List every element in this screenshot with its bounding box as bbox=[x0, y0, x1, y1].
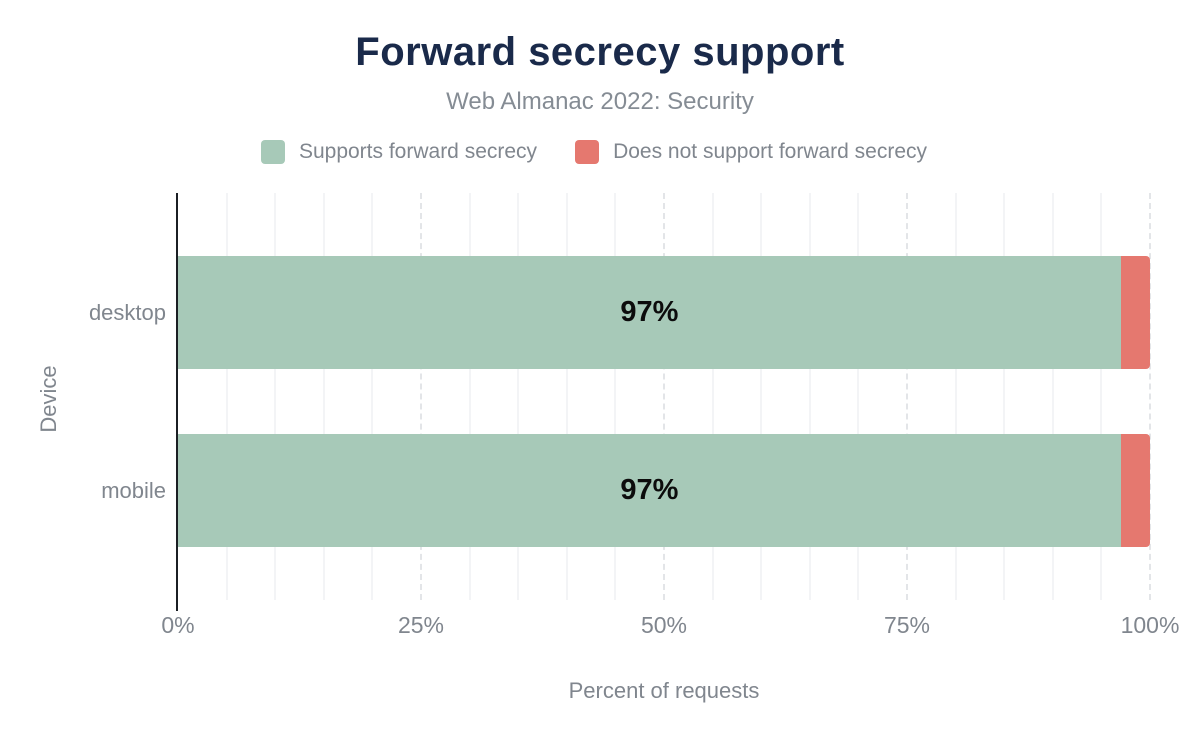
legend-item-label: Supports forward secrecy bbox=[298, 140, 538, 163]
legend-swatch-icon bbox=[575, 140, 600, 164]
gridline-major bbox=[663, 193, 665, 600]
gridline-minor bbox=[808, 193, 811, 600]
gridline-minor bbox=[371, 193, 374, 600]
gridline-minor bbox=[274, 193, 277, 600]
x-axis-tick-label: 0% bbox=[161, 612, 195, 638]
bar-segment-supports[interactable]: 97% bbox=[178, 256, 1121, 369]
y-axis-line bbox=[176, 193, 178, 611]
gridline-minor bbox=[322, 193, 325, 600]
gridline-minor bbox=[225, 193, 228, 600]
gridline-minor bbox=[468, 193, 471, 600]
legend-swatch-icon bbox=[260, 140, 285, 164]
bar-segment-supports[interactable]: 97% bbox=[178, 434, 1121, 547]
gridline-minor bbox=[614, 193, 617, 600]
x-axis-tick-label: 25% bbox=[397, 612, 445, 638]
legend: Supports forward secrecy Does not support… bbox=[0, 140, 1188, 164]
x-axis-tick-label: 50% bbox=[640, 612, 688, 638]
page-subtitle: Web Almanac 2022: Security bbox=[446, 88, 754, 115]
bar-value-label: 97% bbox=[620, 296, 679, 328]
gridline-minor bbox=[760, 193, 763, 600]
bar-value-label: 97% bbox=[620, 474, 679, 506]
x-axis-tick-label: 100% bbox=[1120, 612, 1180, 638]
bar-segment-not-supports[interactable] bbox=[1120, 256, 1150, 369]
gridline-major bbox=[1149, 193, 1151, 600]
gridline-minor bbox=[1100, 193, 1103, 600]
bar-segment-not-supports[interactable] bbox=[1120, 434, 1150, 547]
gridline-minor bbox=[857, 193, 860, 600]
gridline-minor bbox=[1003, 193, 1006, 600]
gridline-major bbox=[906, 193, 908, 600]
y-axis-category-label-desktop: desktop bbox=[88, 299, 166, 325]
gridline-minor bbox=[1051, 193, 1054, 600]
gridline-minor bbox=[711, 193, 714, 600]
gridline-major bbox=[420, 193, 422, 600]
x-axis-title: Percent of requests bbox=[568, 678, 760, 703]
legend-item-supports[interactable]: Supports forward secrecy bbox=[260, 140, 538, 164]
gridline-minor bbox=[954, 193, 957, 600]
gridline-minor bbox=[565, 193, 568, 600]
plot-area: 97% 97% bbox=[178, 193, 1151, 600]
gridline-minor bbox=[517, 193, 520, 600]
y-axis-category-label-mobile: mobile bbox=[101, 477, 166, 503]
legend-item-not-supports[interactable]: Does not support forward secrecy bbox=[575, 140, 927, 164]
y-axis-title: Device bbox=[36, 365, 61, 433]
x-axis-tick-label: 75% bbox=[883, 612, 931, 638]
bar-row-mobile: 97% bbox=[178, 434, 1150, 547]
bar-row-desktop: 97% bbox=[178, 256, 1150, 369]
legend-item-label: Does not support forward secrecy bbox=[613, 140, 928, 163]
page-title: Forward secrecy support bbox=[355, 30, 845, 74]
